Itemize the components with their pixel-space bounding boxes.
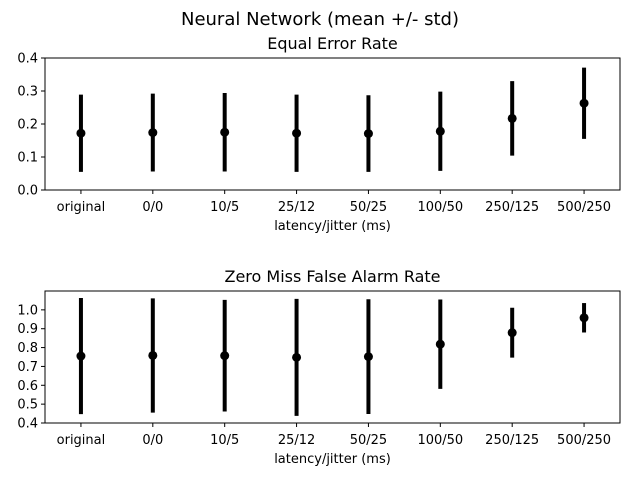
- mean-marker: [507, 328, 517, 338]
- y-tick-label: 0.0: [17, 184, 38, 199]
- x-tick-label: 25/12: [278, 200, 315, 215]
- mean-marker: [435, 126, 445, 136]
- y-tick-label: 0.4: [17, 52, 38, 67]
- axes-frame: [44, 57, 621, 191]
- x-tick-label: 250/125: [485, 433, 539, 448]
- mean-marker: [363, 129, 373, 139]
- x-tick-label: 50/25: [350, 200, 387, 215]
- mean-marker: [76, 351, 86, 361]
- y-tick-label: 0.3: [17, 85, 38, 100]
- mean-marker: [363, 352, 373, 362]
- x-tick-label: 250/125: [485, 200, 539, 215]
- y-tick-label: 0.1: [17, 151, 38, 166]
- mean-marker: [579, 98, 589, 108]
- y-tick-label: 0.4: [17, 417, 38, 432]
- mean-marker: [148, 350, 158, 360]
- mean-marker: [76, 128, 86, 138]
- x-tick-label: 500/250: [557, 433, 611, 448]
- x-tick-label: original: [57, 433, 106, 448]
- x-tick-label: 50/25: [350, 433, 387, 448]
- x-tick-label: 0/0: [142, 433, 163, 448]
- y-tick-label: 0.6: [17, 379, 38, 394]
- plot-zero-miss-false-alarm-rate: Zero Miss False Alarm Rate 0.4 0.5 0.6 0.7 0.…: [17, 267, 621, 467]
- chart-title: Equal Error Rate: [267, 34, 398, 53]
- mean-marker: [507, 113, 517, 123]
- y-tick-label: 0.7: [17, 360, 38, 375]
- plot-equal-error-rate: Equal Error Rate 0.0 0.1 0.2 0.3 0.4 original 0…: [17, 34, 621, 234]
- mean-marker: [292, 352, 302, 362]
- mean-marker: [435, 339, 445, 349]
- y-tick-label: 0.8: [17, 341, 38, 356]
- x-tick-label: 0/0: [142, 200, 163, 215]
- chart-title: Zero Miss False Alarm Rate: [224, 267, 440, 286]
- x-tick-label: 500/250: [557, 200, 611, 215]
- mean-marker: [579, 313, 589, 323]
- y-tick-label: 0.2: [17, 118, 38, 133]
- x-tick-label: 10/5: [210, 433, 239, 448]
- figure-suptitle: Neural Network (mean +/- std): [181, 9, 459, 30]
- x-axis-label: latency/jitter (ms): [274, 219, 391, 234]
- y-tick-label: 0.5: [17, 398, 38, 413]
- mean-marker: [220, 127, 230, 137]
- x-tick-label: 25/12: [278, 433, 315, 448]
- y-tick-label: 1.0: [17, 303, 38, 318]
- axes-frame: [44, 290, 621, 424]
- y-tick-label: 0.9: [17, 322, 38, 337]
- x-tick-label: original: [57, 200, 106, 215]
- mean-marker: [148, 128, 158, 138]
- x-axis-label: latency/jitter (ms): [274, 452, 391, 467]
- mean-marker: [292, 128, 302, 138]
- x-tick-label: 10/5: [210, 200, 239, 215]
- mean-marker: [220, 351, 230, 361]
- x-tick-label: 100/50: [417, 200, 463, 215]
- x-tick-label: 100/50: [417, 433, 463, 448]
